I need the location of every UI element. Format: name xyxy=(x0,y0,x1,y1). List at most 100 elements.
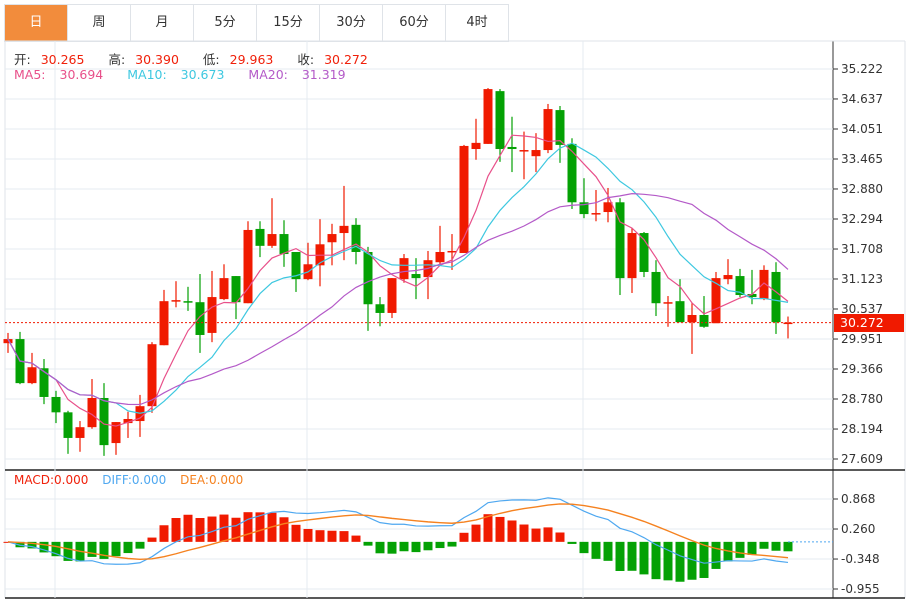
candle-down xyxy=(699,314,709,327)
macd-bar xyxy=(135,541,145,549)
price-tick-label: 34.051 xyxy=(841,122,883,136)
price-tick-label: 27.609 xyxy=(841,452,883,466)
macd-bar xyxy=(63,541,73,561)
ma20-label: MA20: xyxy=(248,67,288,82)
candle-up xyxy=(399,258,409,280)
macd-bar xyxy=(291,524,301,542)
macd-bar xyxy=(759,541,769,549)
candle-down xyxy=(579,202,589,215)
macd-bar xyxy=(507,520,517,542)
price-tick-label: 28.194 xyxy=(841,422,883,436)
price-tick-label: 29.951 xyxy=(841,332,883,346)
ohlc-legend: 开: 30.265 高: 30.390 低: 29.963 收: 30.272 xyxy=(14,49,388,68)
macd-bar xyxy=(699,541,709,578)
diff-line xyxy=(7,497,789,565)
macd-bar xyxy=(591,541,601,559)
price-tick-label: 29.366 xyxy=(841,362,883,376)
ma10-value: 30.673 xyxy=(180,67,225,82)
macd-bar xyxy=(363,541,373,546)
candle-up xyxy=(3,339,13,344)
candle-up xyxy=(627,233,637,279)
candle-down xyxy=(375,304,385,313)
candle-up xyxy=(243,229,253,304)
candle-up xyxy=(543,109,553,151)
ma10-line xyxy=(7,142,789,414)
candle-up xyxy=(519,150,529,152)
macd-legend: MACD:0.000 DIFF:0.000 DEA:0.000 xyxy=(14,473,253,487)
macd-bar xyxy=(195,518,205,542)
macd-tick-label: -0.348 xyxy=(841,552,880,566)
macd-bar xyxy=(231,517,241,542)
macd-bar xyxy=(303,528,313,542)
price-tick-label: 32.294 xyxy=(841,212,883,226)
tab-7[interactable]: 4时 xyxy=(446,5,509,41)
macd-bar xyxy=(399,541,409,552)
price-tick-label: 34.637 xyxy=(841,92,883,106)
macd-bar xyxy=(171,518,181,542)
tab-5[interactable]: 30分 xyxy=(320,5,383,41)
candle-up xyxy=(27,367,37,384)
tab-2[interactable]: 月 xyxy=(131,5,194,41)
macd-bar xyxy=(351,535,361,542)
candle-up xyxy=(123,418,133,424)
macd-bar xyxy=(279,517,289,542)
macd-bar xyxy=(567,541,577,544)
macd-bar xyxy=(51,541,61,557)
macd-bar xyxy=(87,541,97,557)
candle-down xyxy=(195,302,205,335)
macd-bar xyxy=(375,541,385,554)
tab-0[interactable]: 日 xyxy=(5,5,68,41)
price-tick-label: 28.780 xyxy=(841,392,883,406)
dea-line xyxy=(7,503,789,561)
candle-down xyxy=(555,110,565,145)
candle-down xyxy=(51,396,61,413)
macd-bar xyxy=(675,541,685,582)
candle-up xyxy=(783,322,793,325)
candle-down xyxy=(351,224,361,252)
high-value: 30.390 xyxy=(135,52,179,67)
ma20-line xyxy=(7,193,789,406)
candle-up xyxy=(531,150,541,157)
ma5-label: MA5: xyxy=(14,67,46,82)
candle-up xyxy=(159,301,169,346)
candle-down xyxy=(567,143,577,203)
candle-down xyxy=(507,146,517,150)
candle-down xyxy=(675,301,685,323)
candle-up xyxy=(663,302,673,304)
ma5-line xyxy=(7,134,789,427)
candle-up xyxy=(387,278,397,313)
macd-bar xyxy=(219,514,229,542)
candle-down xyxy=(279,234,289,255)
price-tick-label: 33.465 xyxy=(841,152,883,166)
open-label: 开: xyxy=(14,52,31,67)
tab-6[interactable]: 60分 xyxy=(383,5,446,41)
candle-down xyxy=(231,276,241,303)
current-price-tag: 30.272 xyxy=(834,314,904,332)
macd-bar xyxy=(459,532,469,542)
tab-4[interactable]: 15分 xyxy=(257,5,320,41)
candle-down xyxy=(735,276,745,296)
macd-bar xyxy=(387,541,397,554)
low-label: 低: xyxy=(202,52,220,67)
ma10-label: MA10: xyxy=(127,67,167,82)
candle-down xyxy=(255,228,265,246)
candle-up xyxy=(591,213,601,215)
tab-3[interactable]: 5分 xyxy=(194,5,257,41)
macd-bar xyxy=(27,541,37,549)
candle-down xyxy=(39,368,49,397)
price-tick-label: 30.537 xyxy=(841,302,883,316)
candle-down xyxy=(639,233,649,272)
macd-bar xyxy=(495,516,505,542)
macd-bar xyxy=(111,541,121,557)
macd-bar xyxy=(147,537,157,542)
macd-bar xyxy=(771,541,781,551)
macd-bar xyxy=(747,541,757,555)
macd-bar xyxy=(435,541,445,549)
period-tabs: 日周月 5分 15分 30分 60分 4时 xyxy=(4,4,509,42)
macd-bar xyxy=(327,530,337,542)
tab-1[interactable]: 周 xyxy=(68,5,131,41)
price-tick-label: 35.222 xyxy=(841,62,883,76)
ma-legend: MA5: 30.694 MA10: 30.673 MA20: 31.319 xyxy=(14,67,366,82)
macd-bar xyxy=(471,524,481,542)
